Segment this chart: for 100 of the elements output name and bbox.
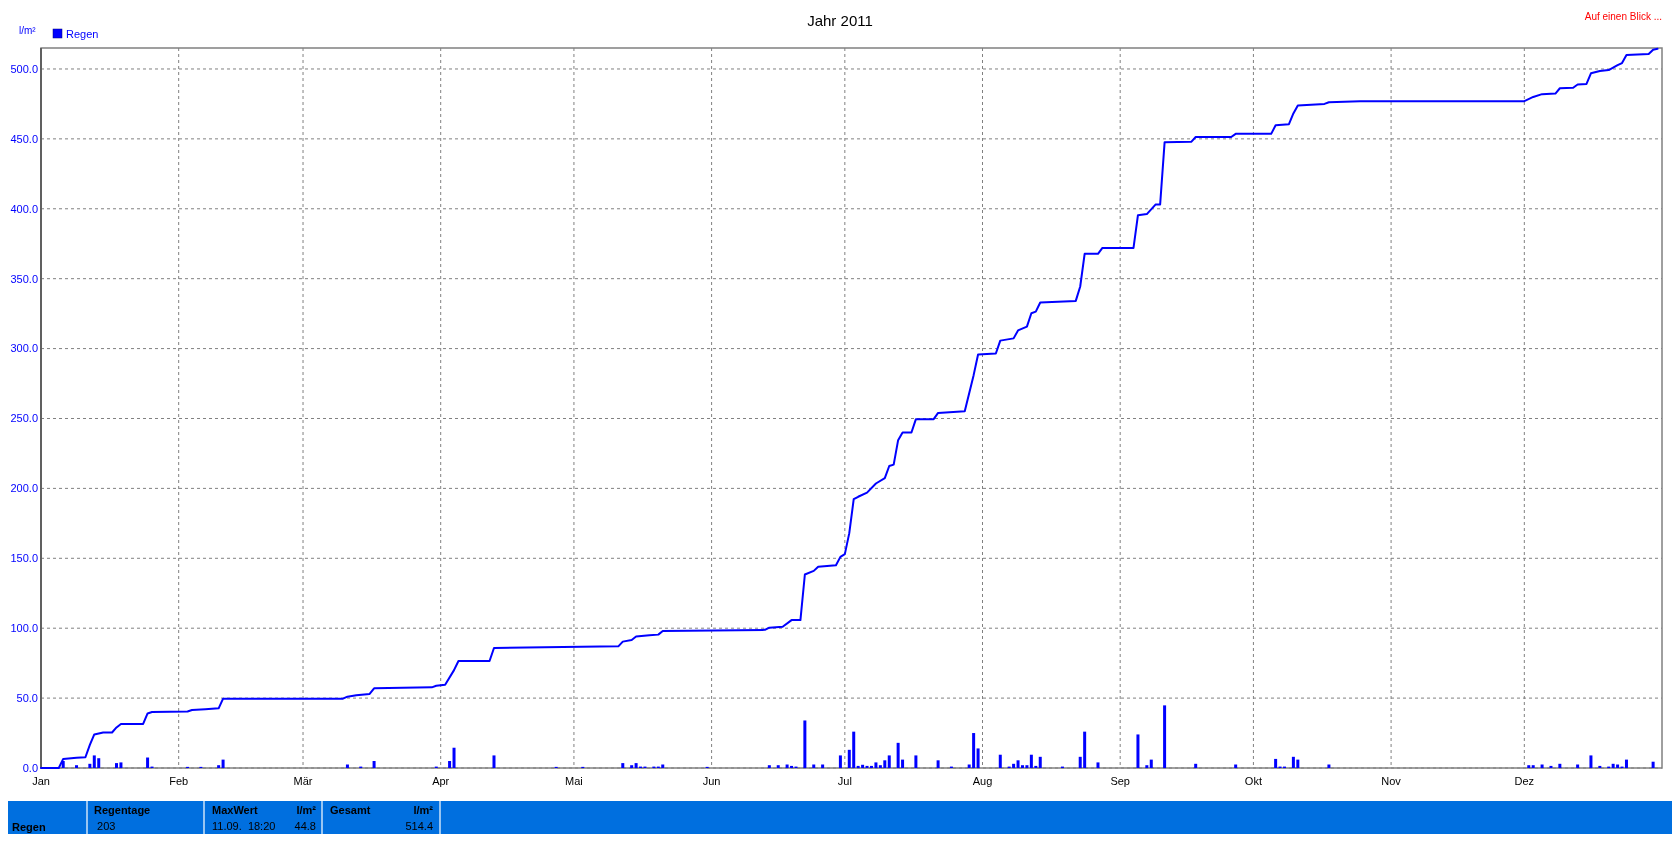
x-tick-label: Nov [1381,775,1402,787]
bar [1651,761,1655,768]
y-tick-label: 50.0 [16,691,38,704]
text: l/m² [413,804,434,816]
text: MaxWert [212,804,258,816]
bar [1012,763,1016,768]
bar [621,763,625,768]
bar [869,765,873,768]
bar [767,765,771,768]
bar [861,764,865,768]
bar [896,742,900,768]
text: Gesamt [330,804,371,816]
x-tick-label: Jul [837,775,852,787]
y-tick-label: 200.0 [10,482,38,495]
bar [1234,764,1238,768]
text: Regen [12,821,46,833]
x-tick-label: Okt [1244,775,1262,787]
bar [998,754,1002,768]
bar [1096,762,1100,768]
y-tick-label: 0.0 [22,761,38,774]
bar [874,762,878,768]
bar [1540,764,1544,768]
bar [1589,755,1593,768]
x-tick-label: Sep [1110,775,1130,787]
x-tick-label: Mär [293,775,313,787]
bar [1327,764,1331,768]
x-tick-label: Apr [432,775,450,787]
text: 203 [94,820,116,832]
y-tick-label: 300.0 [10,342,38,355]
x-tick-label: Jun [702,775,721,787]
y-tick-label: 500.0 [10,62,38,75]
bar [914,755,918,768]
bar [1194,763,1198,768]
bar [1616,764,1620,768]
bar [1083,731,1087,768]
bar [852,731,856,768]
bar [883,760,887,768]
legend-label: Regen [66,28,99,40]
bar [790,765,794,768]
chart-title: Jahr 2011 [807,12,873,29]
bar [345,764,349,768]
bar [812,764,816,768]
bar [1038,756,1042,768]
text: l/m² [296,804,317,816]
bar [865,765,869,768]
y-tick-label: 400.0 [10,202,38,215]
bar [1029,754,1033,768]
x-tick-label: Mai [565,775,583,787]
bar [1291,756,1295,768]
bar [92,755,96,768]
bar [1531,765,1535,768]
x-tick-label: Dez [1514,775,1535,787]
bar [887,755,891,768]
bar [97,758,101,768]
bar [1576,764,1580,768]
y-tick-label: 100.0 [10,622,38,635]
x-tick-label: Feb [169,775,189,787]
bar [661,764,665,768]
y-tick-label: 450.0 [10,132,38,145]
bar [1296,759,1300,768]
bar [1136,734,1140,768]
y-tick-label: 350.0 [10,272,38,285]
bar [1558,763,1562,768]
bar [856,765,860,768]
bar [776,765,780,768]
bar [976,748,980,768]
text: 11.09. 18:20 [212,820,276,832]
bar [115,763,118,768]
bar [838,755,842,768]
bar [1611,763,1615,768]
y-tick-label: 250.0 [10,412,38,425]
bar [75,765,79,768]
bar [1549,765,1553,768]
bar [448,761,452,768]
bar [803,720,807,768]
line-series [40,47,1659,769]
bar [1145,765,1149,768]
text: Auf einen Blick ... [1584,11,1662,22]
bar [221,759,225,768]
bar [1163,705,1167,768]
y-tick-label: 150.0 [10,552,38,565]
bar [217,765,221,768]
text: 44.8 [294,820,316,832]
text: Regentage [94,804,151,816]
x-tick-label: Jan [32,775,50,787]
bar [1274,758,1278,768]
bar [1527,765,1531,768]
bar [1016,760,1020,768]
bar [1025,765,1029,768]
bar [972,733,976,768]
text: 514.4 [405,820,433,832]
bar [88,763,92,768]
bar [372,761,376,768]
bar [1624,759,1628,768]
bar [785,764,789,768]
bar [1598,765,1602,768]
bar [1149,759,1153,768]
x-tick-label: Aug [972,775,993,787]
bar [821,764,825,768]
bar [146,757,150,768]
